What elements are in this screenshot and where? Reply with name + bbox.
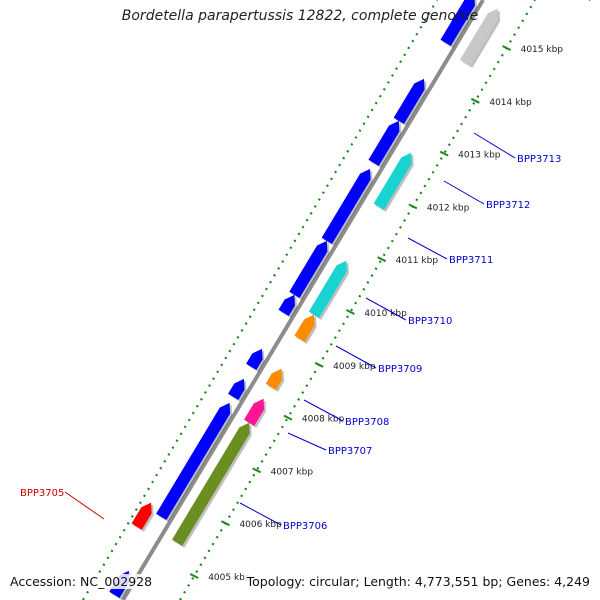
- tick-label: 4008 kbp: [302, 415, 345, 425]
- tick-mark: [220, 520, 230, 527]
- tick-mark: [502, 45, 512, 51]
- label-leader-line: [64, 491, 105, 520]
- tick-mark: [252, 467, 262, 474]
- tick-layer: 4005 kbp 4006 kbp 4007 kbp 4008 kbp 4009 kbp…: [189, 0, 595, 583]
- tick-label: 4013 kbp: [458, 151, 501, 161]
- gene-cds-c[interactable]: [228, 378, 245, 400]
- gene-bpp3706[interactable]: [172, 422, 250, 546]
- gene-label[interactable]: BPP3707: [328, 446, 372, 457]
- gene-label-layer: BPP3705 BPP3706 BPP3707 BPP3708 BPP3709 BPP37…: [20, 132, 561, 532]
- gene-cds-f[interactable]: [289, 240, 328, 298]
- gene-bpp3710[interactable]: [308, 260, 347, 318]
- tick-mark: [189, 573, 199, 579]
- tick-mark: [345, 309, 355, 315]
- gene-bpp3713[interactable]: [393, 78, 425, 124]
- label-leader-line: [473, 132, 516, 159]
- tick-label: 4006 kbp: [239, 520, 282, 530]
- label-leader-line: [239, 502, 282, 526]
- gene-cds-g[interactable]: [368, 120, 400, 166]
- tick-mark: [470, 97, 480, 104]
- tick-label: 4007 kbp: [271, 467, 314, 477]
- tick-label: 4009 kbp: [333, 362, 376, 372]
- tick-label: 4014 kbp: [489, 98, 532, 108]
- gene-label[interactable]: BPP3710: [408, 316, 452, 327]
- gene-label[interactable]: BPP3706: [283, 521, 327, 532]
- tick-label: 4015 kbp: [521, 45, 564, 55]
- label-leader-line: [335, 345, 377, 369]
- gene-gray-block[interactable]: [460, 8, 499, 66]
- gene-bpp3705[interactable]: [131, 502, 152, 530]
- genome-backbone: [121, 0, 485, 600]
- tick-label: 4010 kbp: [364, 309, 407, 319]
- topology-label: Topology: circular; Length: 4,773,551 bp…: [244, 574, 592, 589]
- label-leader-line: [303, 399, 344, 422]
- gene-label[interactable]: BPP3709: [378, 364, 422, 375]
- gene-bpp3712[interactable]: [373, 152, 412, 210]
- tick-mark: [439, 150, 449, 157]
- label-leader-line: [365, 297, 407, 321]
- tick-label: 4005 kbp: [208, 573, 251, 583]
- gene-bpp3709[interactable]: [294, 314, 315, 342]
- gene-layer: [109, 0, 501, 600]
- gene-cds-b[interactable]: [156, 402, 231, 520]
- gene-bpp3707[interactable]: [244, 398, 265, 426]
- gc-track-inner: [82, 0, 438, 600]
- label-leader-line: [443, 180, 485, 205]
- gene-bpp3708[interactable]: [265, 368, 283, 390]
- tick-label: 4012 kbp: [427, 203, 470, 213]
- gene-cds-d[interactable]: [246, 348, 263, 370]
- map-title: Bordetella parapertussis 12822, complete…: [121, 8, 479, 24]
- gene-cds-h[interactable]: [440, 0, 475, 46]
- backbone-layer: [121, 0, 485, 600]
- gene-label[interactable]: BPP3708: [345, 417, 389, 428]
- gene-label[interactable]: BPP3711: [449, 255, 493, 266]
- tick-mark: [283, 414, 293, 421]
- gene-label[interactable]: BPP3705: [20, 488, 64, 499]
- tick-mark: [408, 203, 418, 210]
- gene-cds-e[interactable]: [278, 294, 295, 316]
- tick-label: 4011 kbp: [396, 256, 439, 266]
- label-leader-line: [287, 432, 327, 451]
- accession-label: Accession: NC_002928: [8, 574, 155, 589]
- label-leader-line: [407, 237, 448, 260]
- tick-mark: [377, 256, 387, 263]
- gc-track-outer: [179, 0, 536, 600]
- gene-label[interactable]: BPP3713: [517, 154, 561, 165]
- gene-label[interactable]: BPP3712: [486, 200, 530, 211]
- gene-bpp3711[interactable]: [321, 168, 371, 244]
- tick-label: 4016 kbp: [552, 0, 595, 2]
- tick-mark: [314, 361, 324, 368]
